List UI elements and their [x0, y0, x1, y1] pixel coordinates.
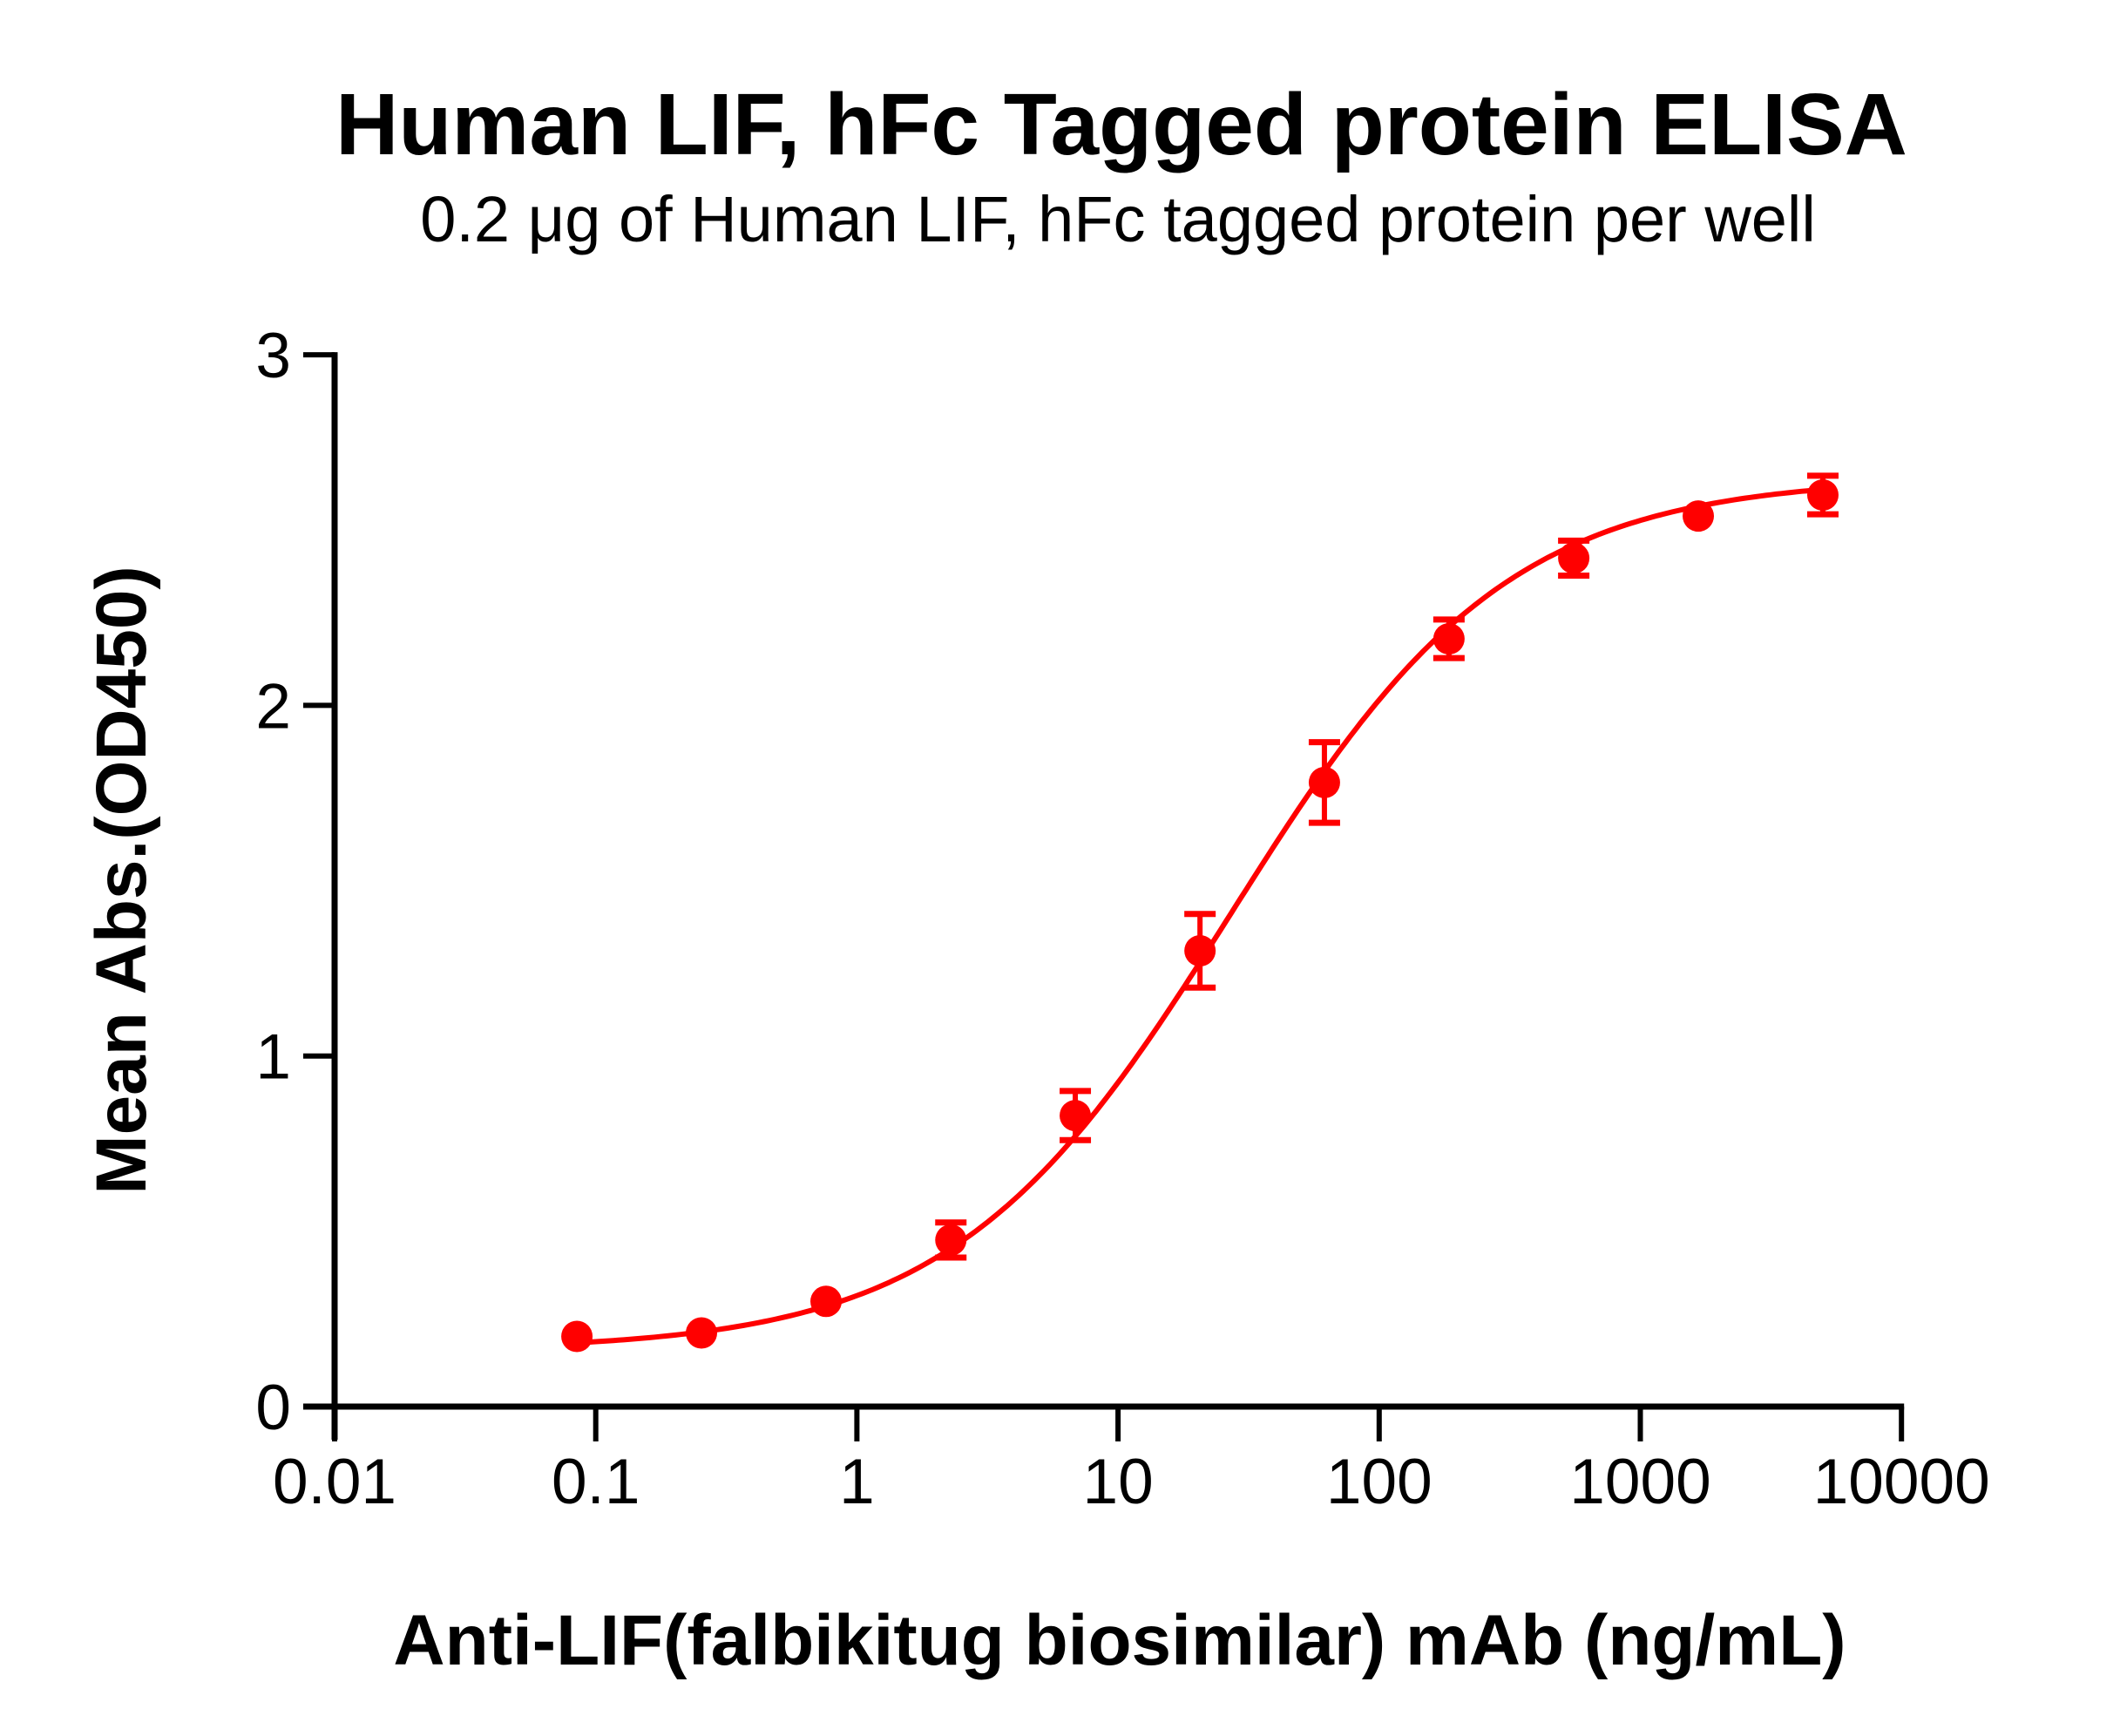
axes: 0 1 2 3 0.01 0.1 1 10 100 1000 10000 — [255, 321, 1989, 1517]
x-axis-label: Anti-LIF(falbikitug biosimilar) mAb (ng/… — [393, 1601, 1846, 1680]
point-marker — [935, 1224, 967, 1256]
chart-subtitle: 0.2 μg of Human LIF, hFc tagged protein … — [420, 183, 1816, 255]
data-points — [561, 472, 1839, 1353]
x-tick-label: 0.1 — [552, 1447, 640, 1517]
point-marker — [1184, 935, 1216, 967]
x-tick-label: 100 — [1326, 1447, 1433, 1517]
data-point — [810, 1285, 843, 1318]
point-marker — [1558, 542, 1590, 574]
data-point — [1558, 537, 1590, 580]
data-point — [1184, 911, 1216, 991]
data-point — [686, 1317, 718, 1349]
y-tick-label: 2 — [255, 671, 291, 742]
chart-title: Human LIF, hFc Tagged protein ELISA — [335, 76, 1907, 173]
data-point — [1806, 472, 1839, 518]
point-marker — [1308, 766, 1340, 798]
x-tick-label: 1000 — [1569, 1447, 1710, 1517]
data-point — [1683, 500, 1715, 532]
data-point — [561, 1320, 593, 1353]
y-tick-label: 0 — [255, 1373, 291, 1443]
data-point — [1433, 616, 1465, 661]
x-tick-label: 10000 — [1813, 1447, 1990, 1517]
data-point — [1308, 739, 1340, 826]
point-marker — [810, 1285, 843, 1318]
point-marker — [1683, 500, 1715, 532]
y-tick-label: 1 — [255, 1022, 291, 1093]
point-marker — [561, 1320, 593, 1353]
x-tick-label: 1 — [839, 1447, 875, 1517]
y-tick-label: 3 — [255, 321, 291, 391]
point-marker — [1806, 479, 1839, 512]
data-point — [935, 1219, 967, 1261]
point-marker — [1060, 1100, 1092, 1132]
point-marker — [686, 1317, 718, 1349]
x-tick-label: 10 — [1082, 1447, 1153, 1517]
point-marker — [1433, 622, 1465, 654]
data-point — [1060, 1088, 1092, 1143]
y-axis-label: Mean Abs.(OD450) — [82, 566, 161, 1195]
x-tick-label: 0.01 — [273, 1447, 396, 1517]
